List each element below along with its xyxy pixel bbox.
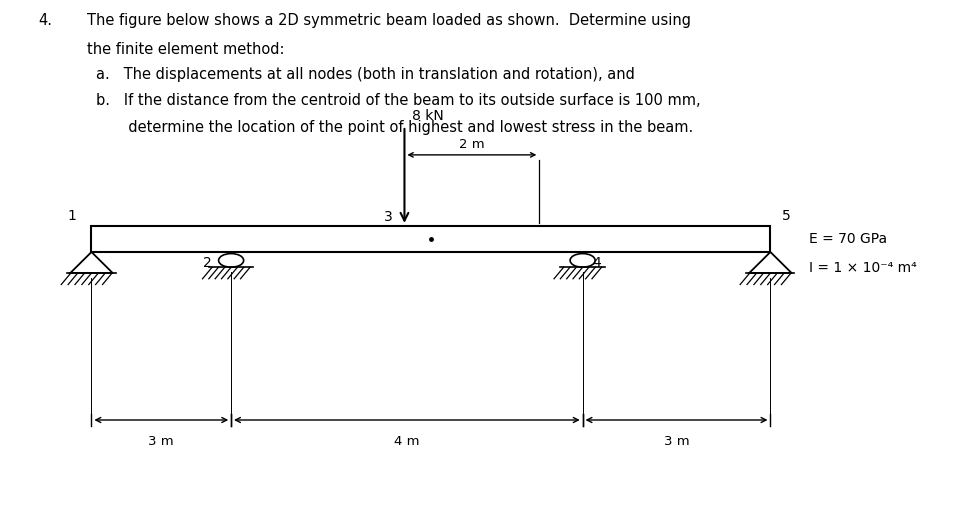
Circle shape xyxy=(570,254,595,267)
Polygon shape xyxy=(749,252,792,273)
Text: I = 1 × 10⁻⁴ m⁴: I = 1 × 10⁻⁴ m⁴ xyxy=(809,261,917,275)
Text: the finite element method:: the finite element method: xyxy=(87,42,284,57)
Text: E = 70 GPa: E = 70 GPa xyxy=(809,232,887,246)
Text: 2: 2 xyxy=(203,256,212,270)
Text: a.   The displacements at all nodes (both in translation and rotation), and: a. The displacements at all nodes (both … xyxy=(96,67,636,82)
Text: 8 kN: 8 kN xyxy=(412,109,444,123)
Text: 2 m: 2 m xyxy=(459,138,484,151)
Text: b.   If the distance from the centroid of the beam to its outside surface is 100: b. If the distance from the centroid of … xyxy=(96,93,701,109)
Text: 3 m: 3 m xyxy=(664,435,690,448)
Text: 4 m: 4 m xyxy=(394,435,420,448)
Text: 5: 5 xyxy=(782,209,791,223)
Text: 3 m: 3 m xyxy=(148,435,174,448)
Text: 4: 4 xyxy=(592,256,601,270)
Text: The figure below shows a 2D symmetric beam loaded as shown.  Determine using: The figure below shows a 2D symmetric be… xyxy=(87,13,690,28)
Circle shape xyxy=(219,254,244,267)
Text: determine the location of the point of highest and lowest stress in the beam.: determine the location of the point of h… xyxy=(96,120,693,135)
Polygon shape xyxy=(70,252,113,273)
Text: 1: 1 xyxy=(67,209,76,223)
Text: 3: 3 xyxy=(384,210,393,224)
Bar xyxy=(91,226,770,252)
Text: 4.: 4. xyxy=(39,13,53,28)
